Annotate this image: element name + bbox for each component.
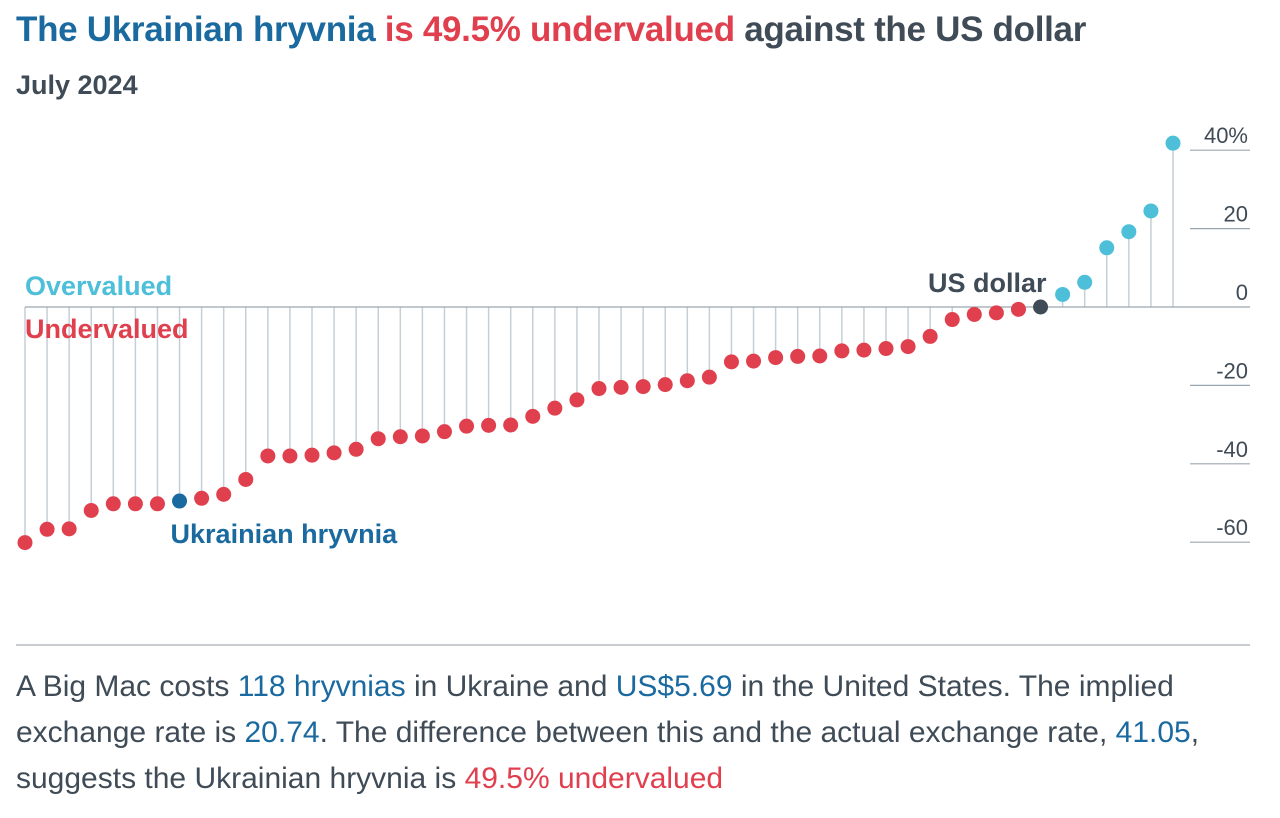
undervalued-label: Undervalued xyxy=(25,314,189,344)
valuation-result: 49.5% undervalued xyxy=(464,762,724,795)
desc-text-2: in Ukraine and xyxy=(405,670,616,703)
data-point xyxy=(856,342,872,358)
data-point xyxy=(547,400,563,416)
desc-text-5: , suggests the Ukrainian hryvnia is xyxy=(16,716,1200,795)
data-point xyxy=(723,354,739,370)
data-point xyxy=(679,373,695,389)
data-point xyxy=(1033,299,1049,315)
data-point xyxy=(348,441,364,457)
data-point xyxy=(436,424,452,440)
lollipop-chart: 40% 20 0 -20 -40 -60 Overvalued Undervalued U… xyxy=(17,123,1250,551)
data-point xyxy=(127,496,143,512)
data-point xyxy=(1121,224,1137,240)
data-point xyxy=(260,448,276,464)
data-point xyxy=(304,447,320,463)
chart-title: The Ukrainian hryvnia is 49.5% undervalu… xyxy=(16,10,1086,50)
data-point xyxy=(216,486,232,502)
data-point xyxy=(414,428,430,444)
description: A Big Mac costs 118 hryvnias in Ukraine … xyxy=(16,664,1246,802)
desc-text-4: . The difference between this and the ac… xyxy=(319,716,1116,749)
data-point xyxy=(966,306,982,322)
target-currency-label: Ukrainian hryvnia xyxy=(171,519,399,549)
us-price: US$5.69 xyxy=(615,670,733,703)
data-point xyxy=(900,339,916,355)
data-point xyxy=(481,417,497,433)
overvalued-label: Overvalued xyxy=(25,271,172,301)
data-point xyxy=(768,350,784,366)
data-point xyxy=(635,379,651,395)
y-gridlines xyxy=(1190,149,1250,543)
data-point xyxy=(613,379,629,395)
actual-rate: 41.05 xyxy=(1115,716,1191,749)
data-point xyxy=(459,418,475,434)
title-currency: The Ukrainian hryvnia xyxy=(16,10,376,49)
data-point xyxy=(61,521,77,537)
data-point xyxy=(194,490,210,506)
chart-subtitle: July 2024 xyxy=(16,70,138,100)
data-point xyxy=(503,417,519,433)
data-point xyxy=(282,448,298,464)
data-point xyxy=(105,496,121,512)
point-annotations: Ukrainian hryvnia US dollar xyxy=(171,268,1047,549)
y-tick-label: 20 xyxy=(1224,202,1248,227)
data-point xyxy=(657,377,673,393)
data-point xyxy=(83,502,99,518)
desc-text-3: in the United States. The implied exchan… xyxy=(16,670,1174,749)
data-point xyxy=(149,496,165,512)
data-point xyxy=(878,341,894,357)
data-point xyxy=(834,343,850,359)
data-point xyxy=(988,305,1004,321)
base-currency-label: US dollar xyxy=(928,268,1047,298)
data-point xyxy=(812,348,828,364)
data-point xyxy=(701,369,717,385)
y-tick-label: 40% xyxy=(1204,123,1248,148)
data-point xyxy=(525,408,541,424)
data-point xyxy=(746,353,762,369)
implied-rate: 20.74 xyxy=(244,716,320,749)
data-point xyxy=(392,429,408,445)
y-tick-label: -40 xyxy=(1216,437,1248,462)
data-point xyxy=(569,392,585,408)
data-point xyxy=(370,431,386,447)
data-point xyxy=(944,312,960,328)
y-tick-label: -60 xyxy=(1216,515,1248,540)
data-point xyxy=(172,493,188,509)
data-point xyxy=(1165,135,1181,151)
y-axis-labels: 40% 20 0 -20 -40 -60 xyxy=(1204,123,1248,540)
data-point xyxy=(17,535,33,551)
data-points xyxy=(17,135,1181,551)
data-point xyxy=(922,328,938,344)
y-tick-label: -20 xyxy=(1216,358,1248,383)
data-point xyxy=(1099,240,1115,256)
data-point xyxy=(326,445,342,461)
data-point xyxy=(39,521,55,537)
data-point xyxy=(1143,203,1159,219)
desc-text-1: A Big Mac costs xyxy=(16,670,238,703)
data-point xyxy=(790,348,806,364)
stems xyxy=(24,143,1174,543)
data-point xyxy=(238,471,254,487)
data-point xyxy=(1010,301,1026,317)
divider xyxy=(16,644,1250,646)
data-point xyxy=(591,381,607,397)
title-tail: against the US dollar xyxy=(734,10,1087,49)
title-valuation: is 49.5% undervalued xyxy=(375,10,735,49)
local-price: 118 hryvnias xyxy=(237,670,406,703)
data-point xyxy=(1077,274,1093,290)
y-tick-label: 0 xyxy=(1236,280,1248,305)
data-point xyxy=(1055,286,1071,302)
